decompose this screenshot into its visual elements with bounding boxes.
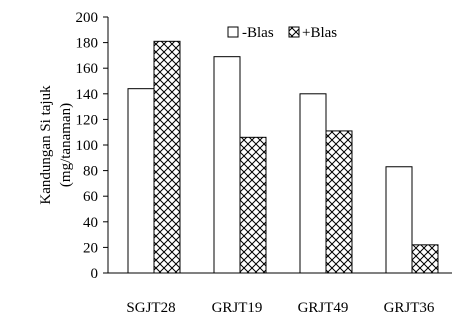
legend-label-blas-minus: -Blas (242, 25, 274, 41)
y-tick-label: 0 (91, 266, 99, 282)
y-tick-label: 40 (83, 215, 98, 231)
y-tick-label: 140 (76, 87, 99, 103)
y-axis-title: Kandungan Si tajuk (mg/tanaman) (38, 85, 74, 205)
y-tick-label: 20 (83, 240, 98, 256)
y-axis-ticks: 0 20 40 60 80 100 120 140 160 180 200 (76, 10, 108, 282)
y-tick-label: 200 (76, 10, 99, 26)
bars (127, 40, 439, 274)
legend: -Blas +Blas (227, 25, 337, 41)
bar-grjt36-blas-minus (385, 166, 413, 274)
bar-grjt49-blas-minus (299, 93, 327, 274)
y-tick-label: 120 (76, 112, 99, 128)
x-tick-label: SGJT28 (126, 300, 175, 316)
x-axis-labels: SGJT28 GRJT19 GRJT49 GRJT36 (126, 300, 435, 316)
bar-grjt19-blas-minus (213, 56, 241, 274)
x-tick-label: GRJT19 (212, 300, 263, 316)
bar-grjt19-blas-plus (239, 136, 267, 274)
y-tick-label: 180 (76, 36, 99, 52)
legend-swatch-blas-plus (288, 26, 300, 38)
y-tick-label: 100 (76, 138, 99, 154)
legend-swatch-blas-minus (227, 26, 239, 38)
bar-grjt36-blas-plus (411, 244, 439, 274)
bar-sgjt28-blas-plus (153, 40, 181, 274)
bar-sgjt28-blas-minus (127, 88, 155, 274)
y-tick-label: 80 (83, 164, 98, 180)
bar-grjt49-blas-plus (325, 130, 353, 274)
x-tick-label: GRJT36 (384, 300, 435, 316)
y-tick-label: 160 (76, 61, 99, 77)
y-axis-title-line-2: (mg/tanaman) (58, 103, 74, 187)
y-axis-title-line-1: Kandungan Si tajuk (38, 85, 54, 205)
x-tick-label: GRJT49 (298, 300, 349, 316)
legend-label-blas-plus: +Blas (302, 25, 337, 41)
y-tick-label: 60 (83, 189, 98, 205)
